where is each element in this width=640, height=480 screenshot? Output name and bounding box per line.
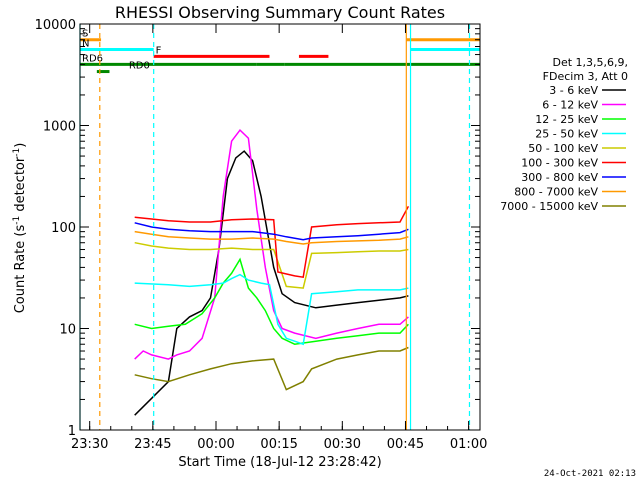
y-tick-label-0: 1	[68, 424, 76, 439]
flag-label-4: RD0	[129, 61, 150, 72]
y-tick-label-1: 10	[59, 323, 76, 338]
plot-lines	[134, 128, 410, 416]
y-tick-label-4: 10000	[35, 18, 76, 33]
legend-label-1: 6 - 12 keV	[542, 99, 598, 112]
series-line-2	[134, 257, 409, 345]
legend-label-5: 100 - 300 keV	[521, 157, 598, 170]
x-tick-label-2: 00:00	[197, 437, 234, 452]
x-tick-label-1: 23:45	[134, 437, 171, 452]
y-tick-label-3: 1000	[43, 120, 76, 135]
x-tick-label-4: 00:30	[324, 437, 361, 452]
series-line-3	[134, 273, 409, 346]
x-tick-label-6: 01:00	[450, 437, 487, 452]
y-axis-ticks: 1 10 100 1000 10000	[35, 18, 480, 439]
series-line-5	[134, 205, 410, 279]
x-tick-label-3: 00:15	[260, 437, 297, 452]
x-tick-label-0: 23:30	[71, 437, 108, 452]
legend-label-2: 12 - 25 keV	[535, 113, 598, 126]
legend-header-1: Det 1,3,5,6,9,	[552, 56, 628, 69]
series-line-6	[134, 222, 409, 241]
y-axis-label: Count Rate (s-1 detector-1)	[12, 143, 28, 314]
y-tick-label-2: 100	[51, 221, 76, 236]
x-axis-ticks: 23:30 23:45 00:00 00:15 00:30 00:45 01:00	[71, 24, 487, 452]
series-line-1	[134, 128, 409, 360]
plot-frame	[79, 23, 481, 431]
series-line-7	[134, 230, 409, 245]
x-tick-label-5: 00:45	[387, 437, 424, 452]
flag-label-3: RD6	[82, 53, 103, 64]
footer-date: 24-Oct-2021 02:13	[544, 469, 636, 479]
legend-label-8: 7000 - 15000 keV	[500, 200, 598, 213]
legend-header-2: FDecim 3, Att 0	[543, 70, 628, 83]
flag-label-1: N	[82, 39, 89, 50]
legend-label-6: 300 - 800 keV	[521, 171, 598, 184]
legend-label-3: 25 - 50 keV	[535, 128, 598, 141]
series-line-4	[134, 241, 409, 289]
series-line-8	[134, 346, 409, 391]
series-line-0	[134, 150, 409, 416]
legend: Det 1,3,5,6,9, FDecim 3, Att 0 3 - 6 keV…	[500, 56, 628, 213]
chart-title: RHESSI Observing Summary Count Rates	[115, 3, 445, 22]
flag-label-2: F	[156, 45, 162, 56]
legend-label-0: 3 - 6 keV	[549, 84, 598, 97]
flag-label-0: S	[82, 29, 88, 40]
flag-lines: SN F RD6 RD0	[80, 29, 480, 74]
legend-label-7: 800 - 7000 keV	[514, 186, 598, 199]
x-axis-label: Start Time (18-Jul-12 23:28:42)	[178, 455, 381, 470]
legend-label-4: 50 - 100 keV	[528, 142, 598, 155]
